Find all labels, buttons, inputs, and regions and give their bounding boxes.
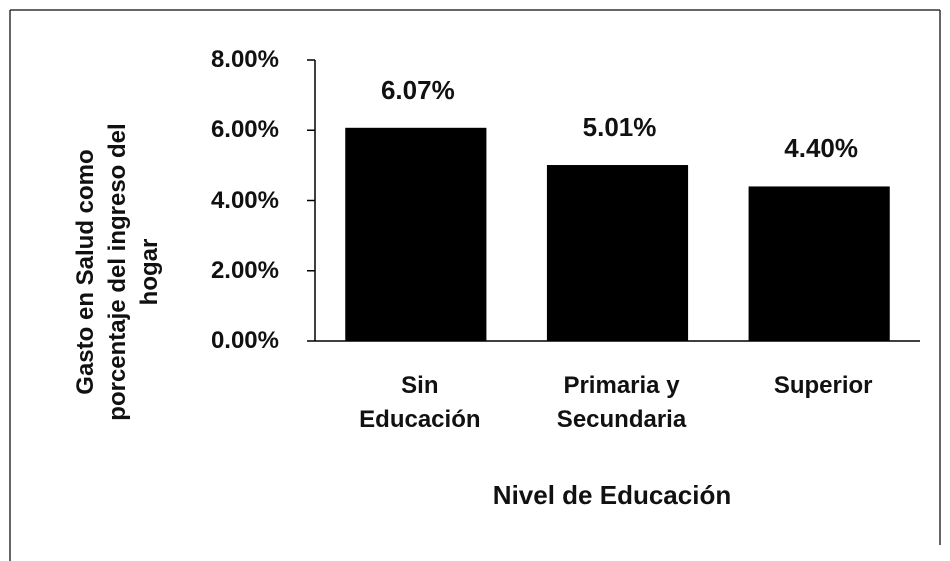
y-axis-label: Gasto en Salud como porcentaje del ingre…	[72, 123, 163, 421]
data-label: 4.40%	[784, 133, 859, 164]
bar	[345, 127, 487, 341]
y-tick-label: 0.00%	[210, 327, 279, 354]
bar	[748, 186, 890, 341]
y-tick-label: 4.00%	[210, 186, 279, 214]
y-tick-label: 2.00%	[210, 256, 279, 284]
data-label: 5.01%	[582, 112, 657, 143]
data-label: 6.07%	[380, 74, 455, 105]
x-axis-label: Nivel de Educación	[492, 480, 732, 510]
x-tick-label: Primaria y Secundaria	[556, 372, 687, 433]
x-tick-label: Superior	[773, 372, 873, 399]
x-tick-label: Sin Educación	[359, 372, 481, 433]
bar	[546, 165, 689, 341]
y-tick-label: 6.00%	[210, 116, 279, 144]
y-tick-label: 8.00%	[210, 46, 279, 73]
